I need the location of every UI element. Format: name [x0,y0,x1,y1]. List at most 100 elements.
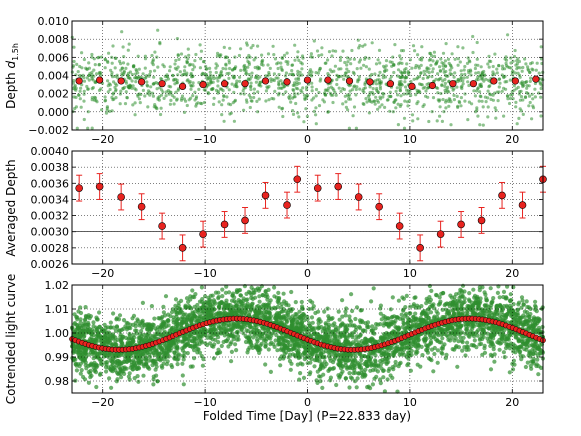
depth-scatter-point [405,100,410,104]
depth-scatter-point [359,66,363,70]
binned-depth-marker [303,76,312,84]
depth-scatter-point [90,96,94,100]
depth-scatter-point [189,73,193,77]
depth-scatter-point [326,72,330,76]
depth-scatter-point [365,100,369,104]
light-curve-point [355,376,360,381]
depth-scatter-point [290,69,294,73]
depth-scatter-point [118,102,122,106]
depth-scatter-point [456,105,460,109]
light-curve-point [183,305,188,310]
depth-scatter-point [99,73,103,77]
depth-scatter-point [358,44,362,48]
depth-scatter-point [323,61,327,65]
depth-scatter-point [231,101,235,105]
depth-scatter-point [414,63,418,68]
depth-scatter-point [463,92,467,96]
depth-scatter-point [411,44,416,48]
depth-scatter-point [450,66,454,70]
depth-scatter-point [500,89,504,93]
depth-scatter-point [124,90,128,94]
binned-depth-marker [386,80,395,88]
depth-scatter-point [109,68,113,72]
depth-scatter-point [312,39,316,43]
depth-scatter-point [301,86,305,90]
depth-scatter-point [489,59,493,64]
depth-scatter-point [74,88,78,92]
depth-scatter-point [480,70,484,74]
light-curve-point [109,385,114,390]
light-curve-point [85,322,90,327]
depth-scatter-point [455,94,459,98]
depth-scatter-point [341,102,345,106]
depth-scatter-point [314,122,318,126]
depth-scatter-point [252,95,256,100]
depth-scatter-point [161,90,165,94]
depth-scatter-point [416,53,420,57]
depth-scatter-point [242,108,246,112]
light-curve-point [244,304,249,309]
depth-scatter-point [225,95,229,99]
depth-scatter-point [333,64,337,68]
light-curve-point [86,380,91,385]
depth-scatter-point [239,68,243,72]
depth-scatter-point [486,62,490,66]
depth-scatter-point [258,81,262,85]
depth-scatter-point [150,53,154,58]
depth-scatter-point [453,71,457,75]
depth-scatter-point [284,71,288,75]
depth-scatter-point [103,95,107,99]
depth-scatter-point [345,63,349,67]
depth-scatter-point [476,63,480,67]
light-curve-point [424,313,429,318]
light-curve-point [488,352,493,357]
light-curve-point [460,348,465,353]
light-curve-point [482,343,487,348]
depth-scatter-point [194,52,198,57]
depth-scatter-point [217,100,221,104]
light-curve-point [379,317,384,322]
depth-scatter-point [156,28,160,32]
depth-scatter-point [111,44,115,48]
light-curve-point [104,369,109,374]
light-curve-point [249,285,254,290]
depth-scatter-point [395,74,400,78]
depth-scatter-point [115,83,119,87]
depth-scatter-point [104,111,109,115]
light-curve-point [505,312,510,317]
light-curve-point [272,285,277,290]
light-curve-point [310,306,315,311]
depth-scatter-point [448,68,452,72]
depth-scatter-point [267,98,271,102]
depth-scatter-point [436,98,440,102]
depth-scatter-point [399,57,403,61]
light-curve-point [224,284,229,289]
light-curve-point [435,348,440,353]
depth-scatter-point [249,46,253,50]
depth-scatter-point [341,49,345,53]
depth-scatter-point [71,81,75,85]
depth-scatter-point [517,59,522,64]
depth-scatter-point [141,88,145,92]
depth-scatter-point [345,93,349,97]
depth-scatter-point [253,65,257,70]
depth-scatter-point [108,109,112,113]
depth-scatter-point [256,90,260,94]
light-curve-point [521,313,526,318]
depth-scatter-point [114,96,118,100]
depth-scatter-point [335,82,339,87]
depth-scatter-point [383,66,387,70]
light-curve-point [418,364,423,369]
depth-scatter-point [447,104,451,108]
depth-scatter-point [481,77,485,81]
depth-scatter-point [443,59,447,63]
depth-scatter-point [537,91,541,95]
depth-scatter-point [100,55,104,59]
depth-scatter-point [250,71,254,75]
depth-scatter-point [145,74,149,78]
light-curve-point [350,335,355,340]
depth-scatter-point [361,44,365,48]
depth-scatter-point [449,123,453,127]
light-curve-point [285,339,290,344]
light-curve-point [140,325,145,330]
